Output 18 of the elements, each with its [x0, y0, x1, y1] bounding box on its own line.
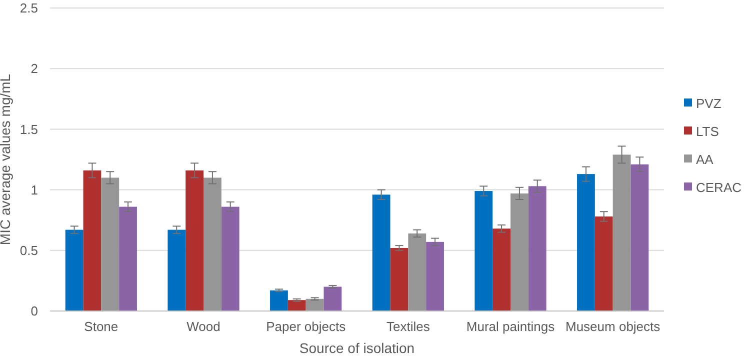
x-axis-title: Source of isolation [299, 340, 415, 356]
legend-label: LTS [696, 124, 720, 140]
x-tick-label: Paper objects [266, 319, 346, 334]
y-tick-label: 2 [30, 61, 38, 76]
legend-label: CERAC [696, 180, 742, 196]
x-tick-label: Textiles [386, 319, 430, 334]
y-tick-label: 2.5 [20, 0, 38, 16]
y-tick-label: 0.5 [20, 242, 38, 258]
x-tick-label: Wood [186, 319, 220, 334]
x-tick-label: Stone [84, 319, 118, 334]
y-tick-label: 1.5 [20, 122, 38, 137]
y-tick-label: 0 [30, 304, 38, 319]
legend-label: AA [696, 152, 714, 168]
y-axis-title: MIC average values mg/mL [0, 74, 13, 246]
legend-label: PVZ [696, 96, 722, 112]
x-tick-label: Museum objects [566, 319, 661, 334]
y-tick-label: 1 [30, 182, 38, 198]
x-tick-label: Mural paintings [466, 319, 556, 334]
